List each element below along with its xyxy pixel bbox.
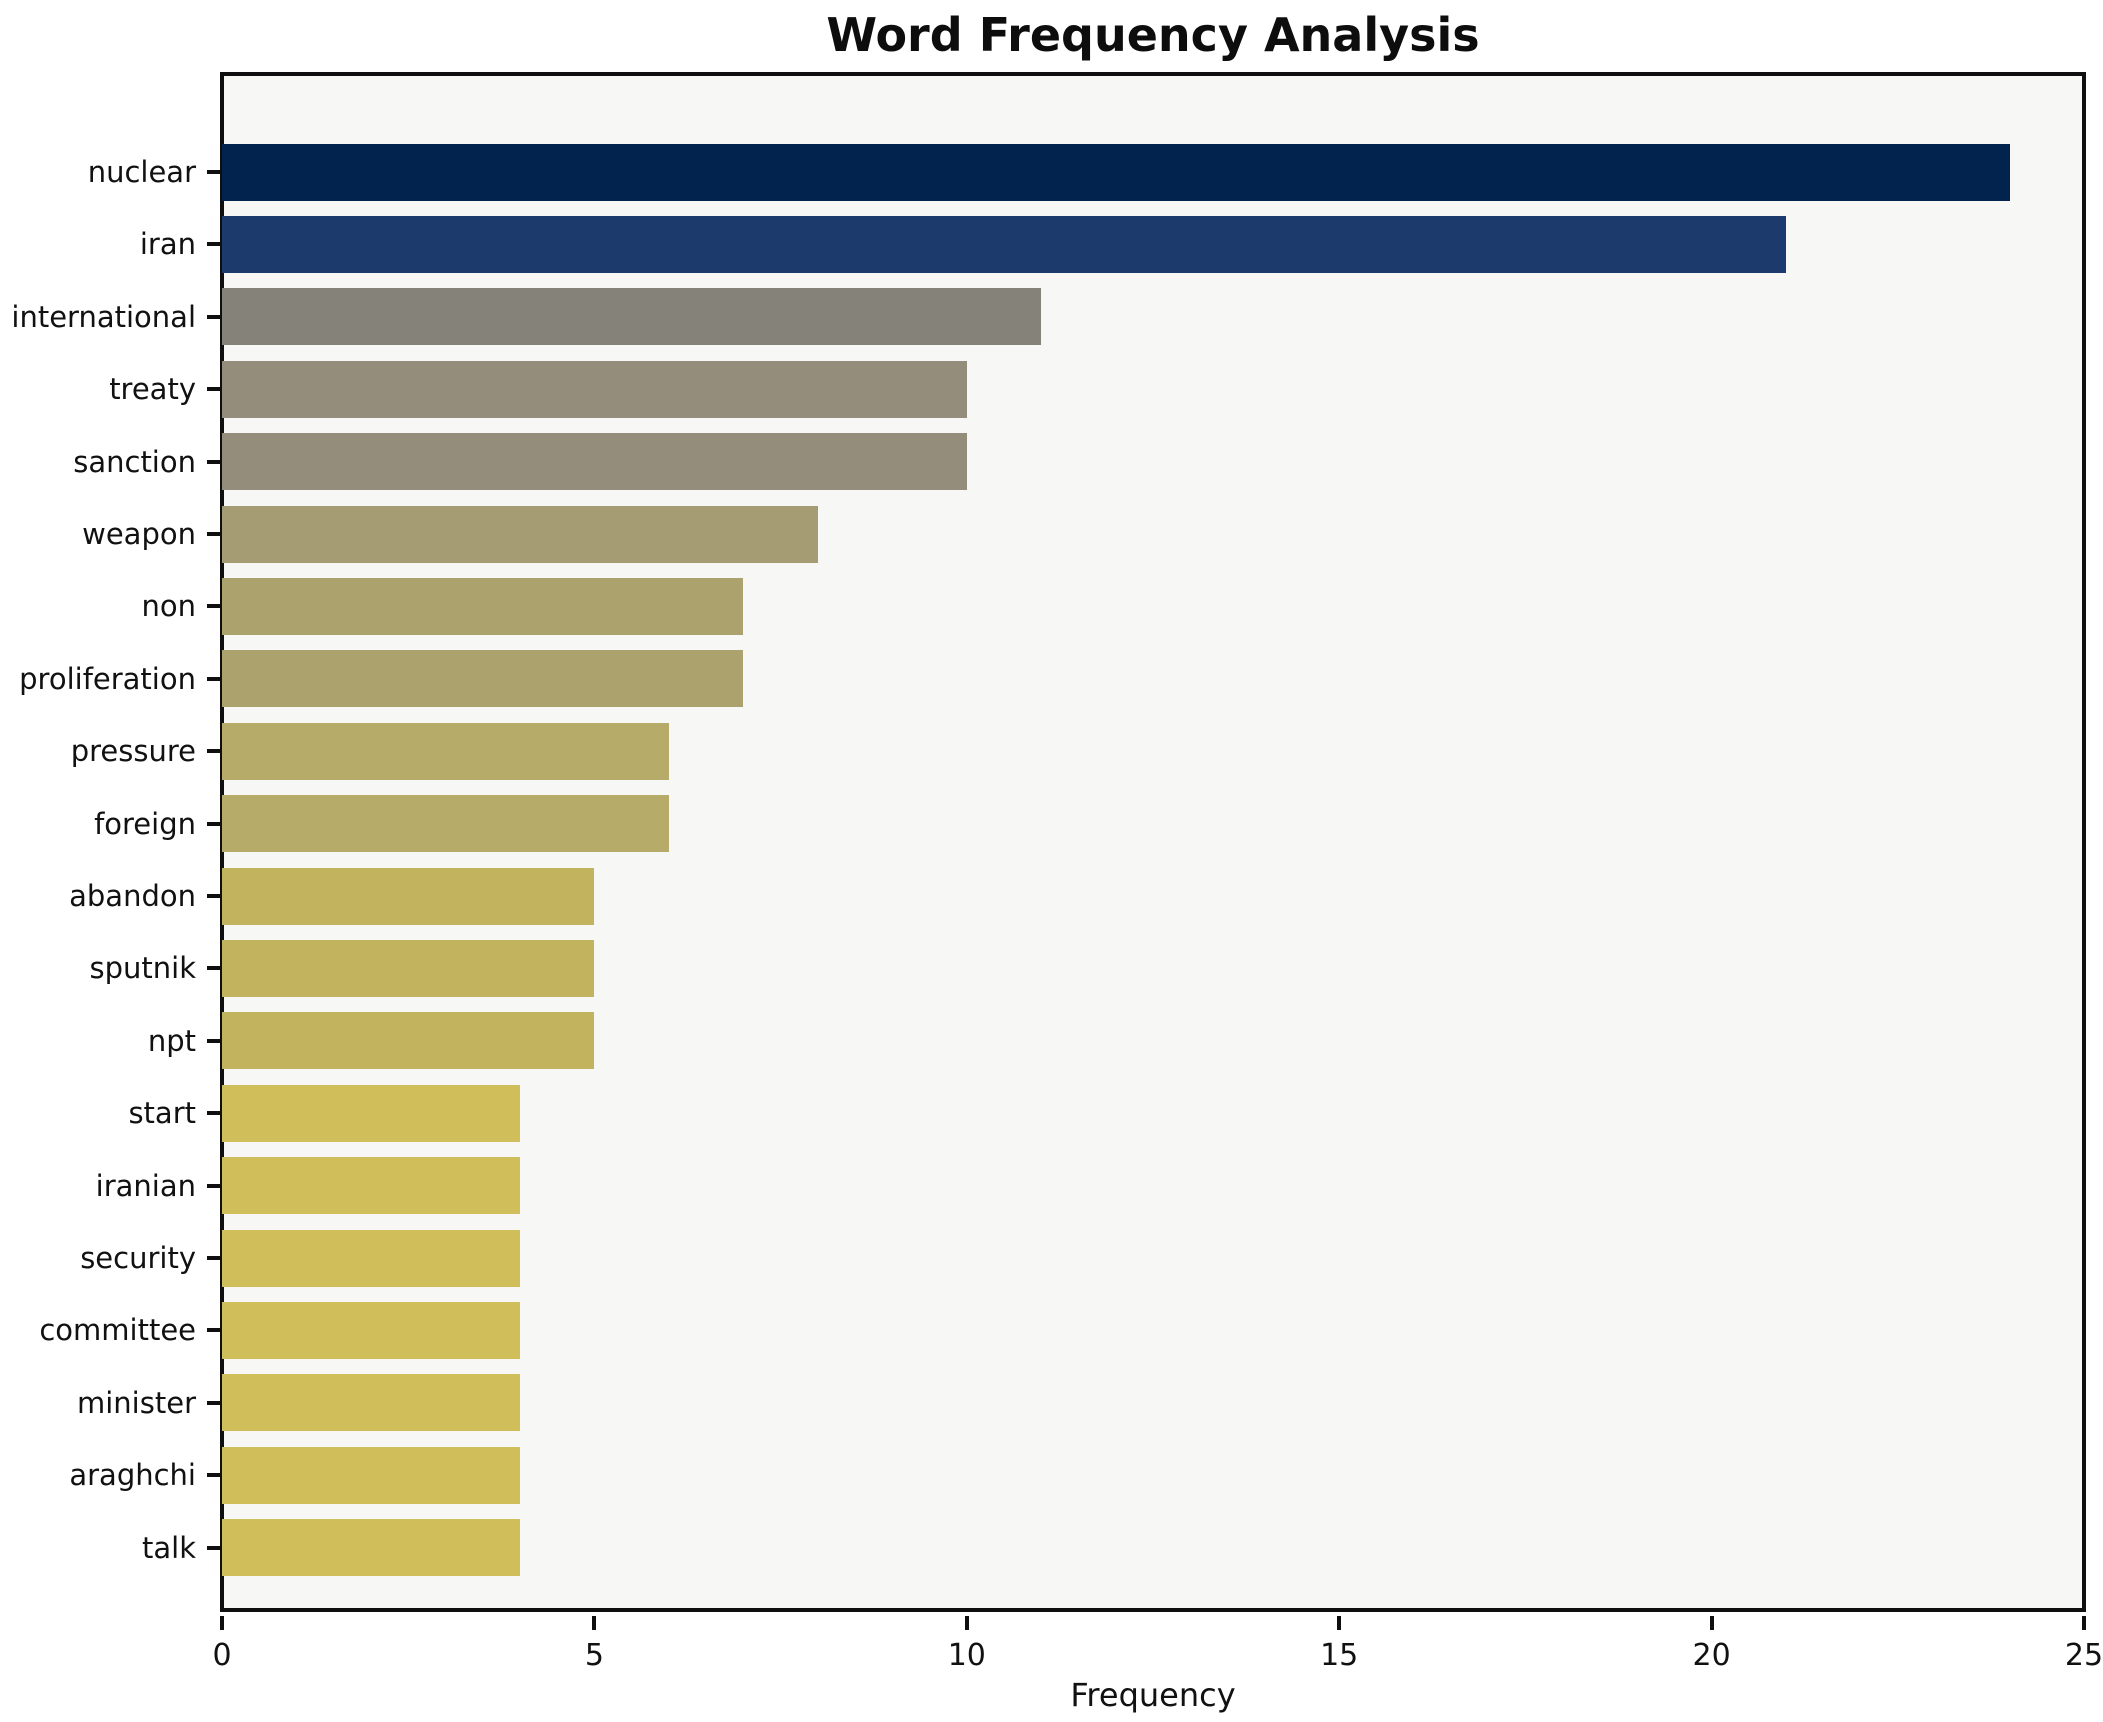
chart-title: Word Frequency Analysis	[826, 8, 1480, 62]
category-label-npt: npt	[147, 1023, 196, 1058]
category-label-weapon: weapon	[82, 517, 196, 551]
bar-minister	[222, 1374, 520, 1432]
x-tick-5	[592, 1616, 597, 1630]
bar-international	[222, 288, 1042, 346]
y-tick-talk	[207, 1545, 220, 1550]
bar-araghchi	[222, 1446, 520, 1504]
bar-treaty	[222, 360, 967, 418]
x-tick-label-5: 5	[584, 1638, 604, 1673]
x-tick-label-0: 0	[212, 1638, 232, 1673]
category-label-treaty: treaty	[109, 372, 196, 407]
bar-non	[222, 577, 744, 635]
x-tick-20	[1709, 1616, 1714, 1630]
x-tick-25	[2082, 1616, 2086, 1630]
y-tick-minister	[207, 1400, 220, 1405]
category-label-araghchi: araghchi	[69, 1458, 196, 1493]
y-tick-sanction	[207, 459, 220, 464]
bar-talk	[222, 1519, 520, 1577]
bar-pressure	[222, 722, 669, 780]
category-label-iranian: iranian	[95, 1168, 196, 1203]
bar-committee	[222, 1301, 520, 1359]
category-label-minister: minister	[77, 1385, 196, 1420]
x-tick-0	[220, 1616, 224, 1630]
y-tick-weapon	[207, 532, 220, 536]
category-label-security: security	[80, 1241, 196, 1275]
bar-start	[222, 1084, 520, 1142]
y-tick-sputnik	[207, 966, 220, 971]
category-label-proliferation: proliferation	[19, 661, 196, 696]
category-label-pressure: pressure	[70, 734, 196, 769]
bar-sanction	[222, 433, 967, 491]
category-label-nuclear: nuclear	[87, 155, 196, 189]
bar-npt	[222, 1012, 595, 1070]
bar-abandon	[222, 867, 595, 925]
bar-sputnik	[222, 939, 595, 997]
category-label-talk: talk	[142, 1530, 196, 1565]
bar-iran	[222, 215, 1787, 273]
x-tick-label-20: 20	[1692, 1638, 1731, 1673]
y-tick-nuclear	[207, 170, 220, 174]
bar-proliferation	[222, 650, 744, 708]
x-tick-label-25: 25	[2064, 1638, 2103, 1673]
category-label-iran: iran	[139, 227, 196, 262]
x-tick-15	[1337, 1616, 1342, 1630]
bar-nuclear	[222, 143, 2010, 201]
category-label-foreign: foreign	[94, 806, 196, 841]
bar-foreign	[222, 795, 669, 853]
x-axis-label: Frequency	[1070, 1676, 1236, 1714]
bar-iranian	[222, 1157, 520, 1215]
y-tick-committee	[207, 1328, 220, 1333]
y-tick-araghchi	[207, 1473, 220, 1478]
category-label-international: international	[11, 299, 196, 334]
bar-security	[222, 1229, 520, 1287]
y-tick-iranian	[207, 1183, 220, 1188]
x-tick-label-15: 15	[1320, 1638, 1359, 1673]
category-label-non: non	[141, 589, 196, 624]
y-tick-international	[207, 314, 220, 319]
y-tick-foreign	[207, 821, 220, 826]
y-tick-pressure	[207, 749, 220, 754]
category-label-sputnik: sputnik	[89, 951, 197, 986]
category-label-committee: committee	[39, 1313, 196, 1348]
x-tick-10	[964, 1616, 969, 1630]
category-label-sanction: sanction	[73, 444, 196, 479]
y-tick-start	[207, 1111, 220, 1116]
category-label-abandon: abandon	[69, 879, 196, 913]
bar-weapon	[222, 505, 818, 563]
y-tick-security	[207, 1256, 220, 1260]
y-tick-abandon	[207, 894, 220, 898]
x-tick-label-10: 10	[947, 1638, 986, 1673]
y-tick-iran	[207, 242, 220, 247]
y-tick-treaty	[207, 387, 220, 392]
category-label-start: start	[128, 1096, 196, 1131]
y-tick-non	[207, 604, 220, 609]
y-tick-proliferation	[207, 676, 220, 681]
y-tick-npt	[207, 1038, 220, 1043]
